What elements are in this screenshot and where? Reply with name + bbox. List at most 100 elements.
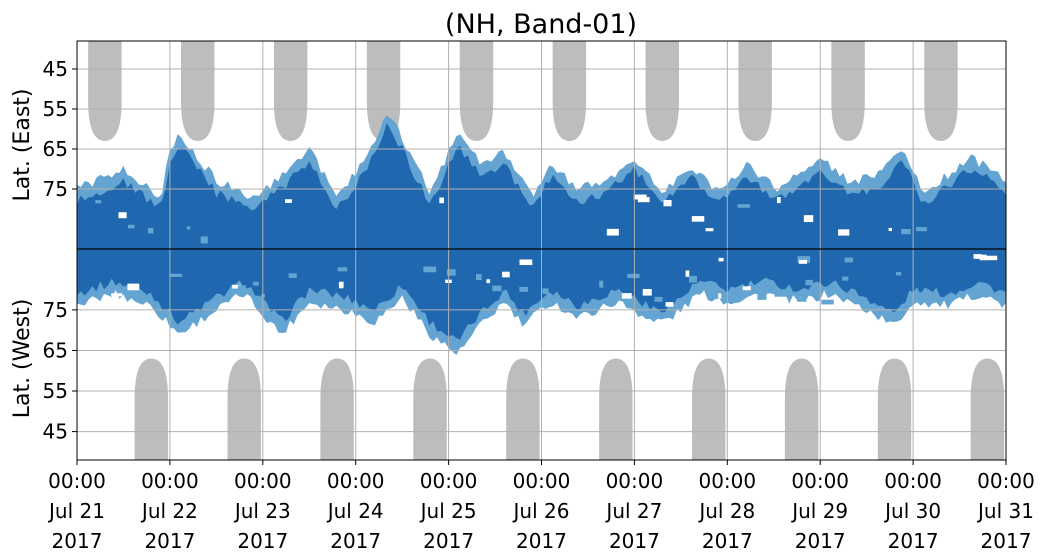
- coverage-gap: [637, 197, 650, 203]
- no-data-region-east: [924, 41, 958, 141]
- coverage-gap: [111, 293, 123, 297]
- coverage-gap: [685, 270, 690, 277]
- coverage-gap: [742, 286, 751, 291]
- y-axis-label-east: Lat. (East): [10, 89, 35, 202]
- coverage-gap: [718, 257, 724, 262]
- coverage-gap: [901, 228, 911, 235]
- x-tick-label-year: 2017: [981, 529, 1032, 553]
- coverage-gap: [821, 299, 834, 305]
- coverage-gap: [225, 302, 229, 308]
- coverage-gap: [237, 285, 246, 292]
- coverage-gap: [796, 297, 807, 302]
- coverage-gap: [979, 254, 987, 261]
- coverage-gap: [663, 200, 672, 207]
- y-tick-label-west: 45: [43, 420, 68, 444]
- coverage-gap: [338, 281, 344, 289]
- coverage-gap: [844, 257, 854, 263]
- x-tick-label-date: Jul 21: [47, 499, 105, 523]
- x-tick-label-time: 00:00: [513, 469, 571, 493]
- no-data-region-west: [320, 358, 354, 460]
- no-data-region-west: [599, 358, 633, 460]
- grid-layer: [76, 41, 1007, 460]
- x-tick-label-date: Jul 26: [512, 499, 570, 523]
- coverage-gap: [921, 290, 933, 295]
- coverage-gap: [599, 280, 604, 288]
- y-tick-label-west: 55: [43, 379, 68, 403]
- x-tick-label-time: 00:00: [698, 469, 756, 493]
- no-data-region-west: [691, 358, 726, 460]
- no-data-region-east: [552, 41, 587, 141]
- coverage-gap: [337, 267, 348, 272]
- x-tick-label-year: 2017: [237, 529, 288, 553]
- coverage-gap: [288, 273, 297, 278]
- x-tick-label-time: 00:00: [234, 469, 292, 493]
- no-data-region-west: [413, 358, 447, 460]
- x-tick-label-year: 2017: [702, 529, 753, 553]
- coverage-gap: [492, 285, 502, 292]
- coverage-gap: [475, 274, 482, 281]
- coverage-gap: [147, 228, 154, 234]
- axes-layer: [72, 40, 1007, 465]
- coverage-gap: [127, 283, 140, 291]
- coverage-gap: [542, 288, 549, 295]
- x-tick-label-date: Jul 31: [976, 499, 1034, 523]
- tick-label-layer: 45 55 65 75 75 65 55 45 00:00 Jul 21 2017 00:00 Jul …: [43, 57, 1035, 553]
- x-tick-label-year: 2017: [144, 529, 195, 553]
- x-tick-label-year: 2017: [516, 529, 567, 553]
- coverage-gap: [186, 226, 191, 230]
- coverage-gap: [805, 279, 813, 286]
- coverage-gap: [842, 276, 849, 281]
- coverage-gap: [439, 197, 444, 204]
- x-tick-label-time: 00:00: [791, 469, 849, 493]
- x-tick-label-date: Jul 27: [604, 499, 662, 523]
- coverage-gap: [985, 255, 998, 261]
- y-tick-label-east: 45: [43, 57, 68, 81]
- coverage-gap: [705, 228, 714, 232]
- coverage-gap: [776, 197, 781, 204]
- no-data-region-east: [88, 41, 122, 141]
- coverage-gap: [446, 269, 456, 276]
- coverage-gap: [519, 286, 528, 292]
- x-tick-label-year: 2017: [888, 529, 939, 553]
- no-data-region-east: [738, 41, 772, 141]
- x-tick-label-year: 2017: [795, 529, 846, 553]
- coverage-gap: [797, 256, 811, 263]
- x-tick-label-date: Jul 22: [140, 499, 198, 523]
- y-tick-label-east: 75: [43, 177, 68, 201]
- coverage-gap: [665, 302, 674, 307]
- x-tick-label-time: 00:00: [884, 469, 942, 493]
- coverage-gap: [718, 293, 722, 299]
- chart-title: (NH, Band-01): [445, 9, 637, 40]
- coverage-gap: [642, 288, 652, 296]
- coverage-gap: [285, 199, 292, 203]
- x-tick-label-time: 00:00: [977, 469, 1035, 493]
- x-tick-label-date: Jul 30: [883, 499, 941, 523]
- x-tick-label-year: 2017: [330, 529, 381, 553]
- no-data-region-west: [970, 358, 1005, 460]
- coverage-gap: [169, 273, 183, 277]
- coverage-gap: [232, 284, 241, 289]
- x-tick-label-time: 00:00: [48, 469, 106, 493]
- coverage-gap: [633, 194, 647, 200]
- coverage-gap: [118, 212, 127, 219]
- y-tick-label-west: 65: [43, 338, 68, 362]
- coverage-gap: [606, 228, 619, 236]
- coverage-gap: [253, 191, 259, 196]
- no-data-layer: [88, 41, 1005, 460]
- no-data-region-east: [181, 41, 215, 141]
- coverage-gap: [621, 293, 632, 299]
- y-tick-label-west: 75: [43, 298, 68, 322]
- x-tick-label-time: 00:00: [606, 469, 664, 493]
- coverage-gap: [486, 279, 491, 284]
- strong-coverage-east: [77, 122, 1006, 249]
- coverage-gap: [896, 272, 902, 276]
- x-tick-label-date: Jul 29: [790, 499, 848, 523]
- coverage-gap: [127, 224, 135, 229]
- no-data-region-west: [784, 358, 819, 460]
- x-tick-label-date: Jul 23: [233, 499, 291, 523]
- coverage-gap: [737, 204, 750, 208]
- x-tick-label-year: 2017: [609, 529, 660, 553]
- coverage-gap: [919, 292, 927, 298]
- x-tick-label-year: 2017: [423, 529, 474, 553]
